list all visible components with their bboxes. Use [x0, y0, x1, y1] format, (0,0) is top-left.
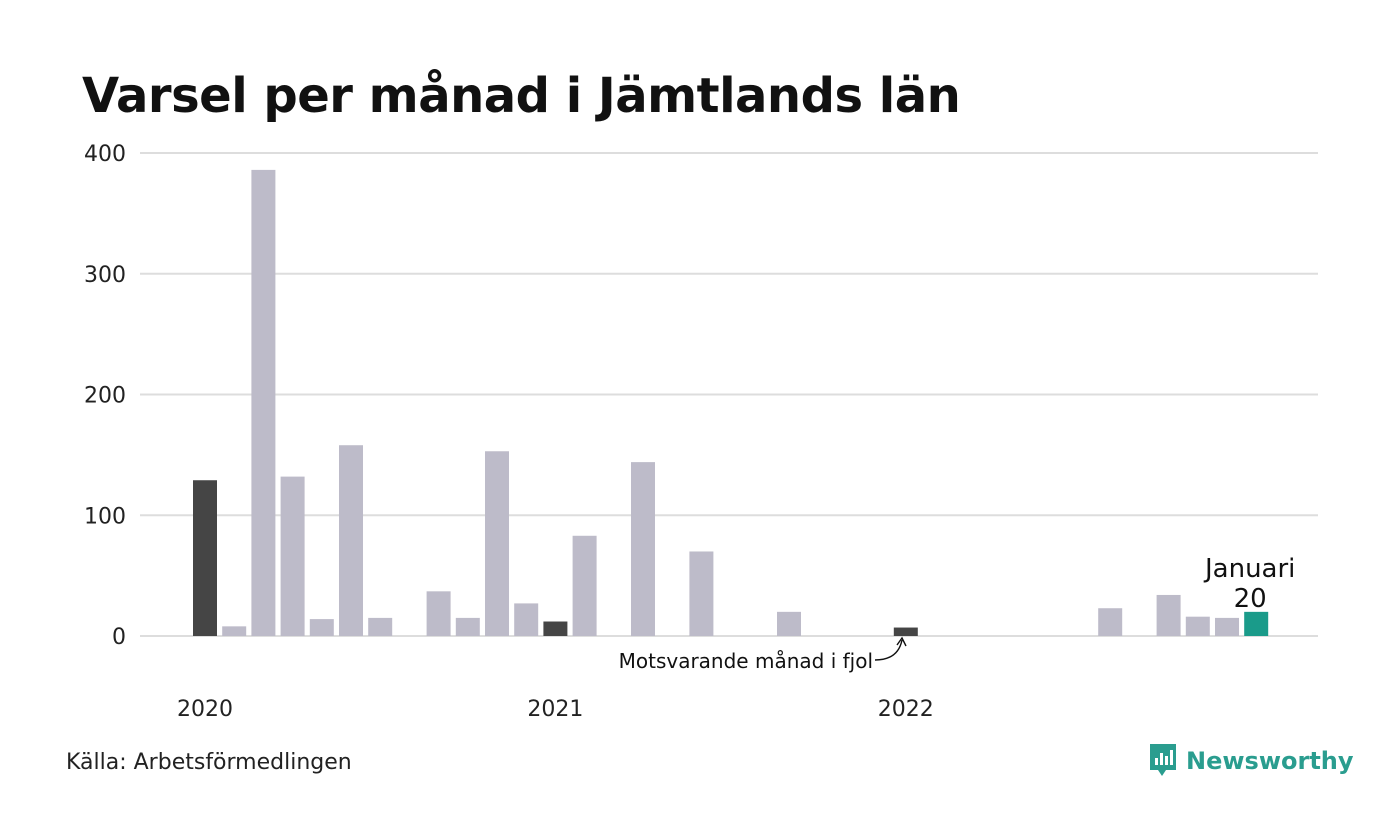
bar-2022-01: [893, 627, 918, 636]
bar-2021-02: [572, 535, 597, 636]
bar-2021-06: [689, 551, 714, 636]
bar-2021-09: [777, 611, 801, 636]
bar-2020-01: [193, 480, 217, 636]
bar-2020-10: [455, 617, 480, 636]
y-tick-label: 200: [84, 384, 126, 409]
bar-2023-01: [1244, 611, 1269, 636]
bar-2020-12: [514, 603, 539, 636]
bar-2020-11: [485, 451, 509, 636]
chart-title: Varsel per månad i Jämtlands län: [82, 68, 961, 124]
bar-2020-05: [309, 619, 334, 636]
current-month-label: Januari: [1203, 554, 1295, 584]
bar-2020-09: [426, 591, 451, 636]
bars: [193, 169, 1269, 636]
bar-2022-11: [1185, 616, 1210, 636]
annotation-arrow: [874, 639, 903, 661]
bar-2020-04: [280, 476, 305, 636]
x-year-label: 2021: [527, 697, 583, 722]
gridlines: [140, 152, 1318, 637]
y-tick-label: 400: [84, 142, 126, 167]
current-value-label: 20: [1234, 584, 1267, 614]
x-year-label: 2022: [878, 697, 934, 722]
x-axis-year-labels: 2020 2021 2022: [177, 697, 934, 722]
brand-name: Newsworthy: [1186, 747, 1354, 775]
source-note: Källa: Arbetsförmedlingen: [66, 750, 352, 775]
bar-2021-01: [543, 621, 568, 636]
y-tick-label: 0: [112, 625, 126, 650]
annotation-arrowhead: [896, 636, 907, 647]
bar-2022-10: [1156, 594, 1181, 636]
bar-2022-12: [1215, 617, 1239, 636]
bar-2020-07: [368, 617, 393, 636]
newsworthy-logo-icon: [1150, 744, 1176, 776]
same-month-annotation: Motsvarande månad i fjol: [619, 649, 873, 673]
y-tick-label: 300: [84, 263, 126, 288]
bar-2022-08: [1098, 608, 1123, 636]
y-tick-label: 100: [84, 504, 126, 529]
bar-2020-03: [251, 169, 276, 636]
bar-2020-02: [222, 626, 247, 636]
y-axis-ticks: 0 100 200 300 400: [84, 142, 126, 650]
x-year-label: 2020: [177, 697, 233, 722]
newsworthy-logo: Newsworthy: [1148, 742, 1354, 780]
bar-2020-06: [339, 445, 363, 636]
bar-2021-04: [631, 462, 655, 636]
